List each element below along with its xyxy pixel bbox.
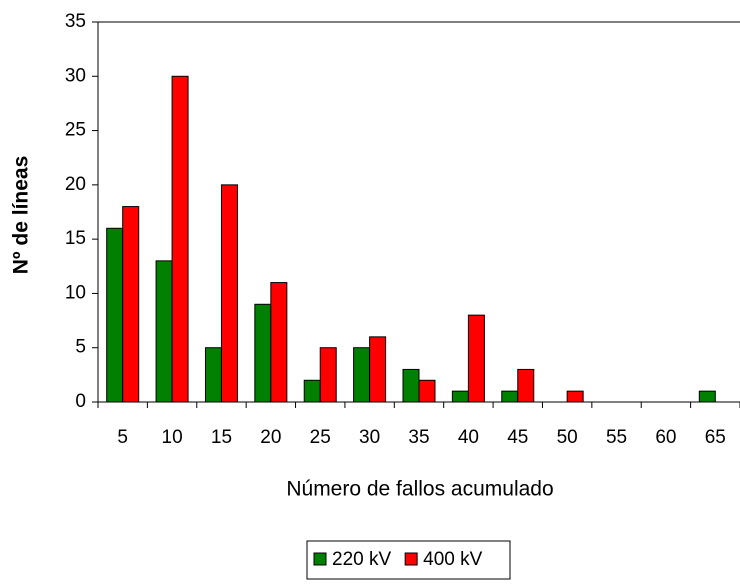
x-tick-label: 10 — [162, 427, 183, 448]
bar — [106, 227, 124, 403]
bar — [319, 347, 337, 403]
bar — [501, 390, 519, 403]
bar — [204, 347, 222, 403]
x-tick-label: 15 — [211, 427, 232, 448]
bar — [467, 314, 485, 403]
legend-label: 400 kV — [423, 549, 482, 570]
x-tick-label: 60 — [655, 427, 676, 448]
x-tick-label: 65 — [705, 427, 726, 448]
bar — [402, 368, 420, 403]
y-tick-label: 0 — [75, 391, 86, 412]
legend-swatch — [313, 552, 327, 566]
y-tick-label: 5 — [75, 337, 86, 358]
x-tick-label: 25 — [310, 427, 331, 448]
y-tick-label: 15 — [65, 228, 86, 249]
bar — [254, 303, 272, 403]
bar — [451, 390, 469, 403]
bar — [566, 390, 584, 403]
bar — [303, 379, 321, 403]
x-tick-label: 40 — [458, 427, 479, 448]
x-axis-label: Número de fallos acumulado — [286, 478, 553, 501]
x-tick-label: 35 — [408, 427, 429, 448]
y-axis-label: Nº de líneas — [10, 156, 33, 275]
legend-swatch — [404, 552, 418, 566]
y-tick-label: 35 — [65, 11, 86, 32]
legend-label: 220 kV — [332, 549, 391, 570]
x-tick-label: 55 — [606, 427, 627, 448]
bar — [171, 75, 189, 403]
x-tick-label: 5 — [117, 427, 128, 448]
x-tick-label: 20 — [260, 427, 281, 448]
bar — [122, 206, 140, 403]
x-tick-label: 50 — [557, 427, 578, 448]
bar — [220, 184, 238, 403]
bar — [517, 368, 535, 403]
y-tick-label: 20 — [65, 174, 86, 195]
bar — [270, 282, 288, 403]
y-tick-label: 25 — [65, 120, 86, 141]
y-tick-label: 30 — [65, 65, 86, 86]
bar — [353, 347, 371, 403]
y-tick-label: 10 — [65, 282, 86, 303]
bar — [369, 336, 387, 403]
x-tick-label: 30 — [359, 427, 380, 448]
bar — [698, 390, 716, 403]
bar — [155, 260, 173, 403]
x-tick-label: 45 — [507, 427, 528, 448]
bar — [418, 379, 436, 403]
